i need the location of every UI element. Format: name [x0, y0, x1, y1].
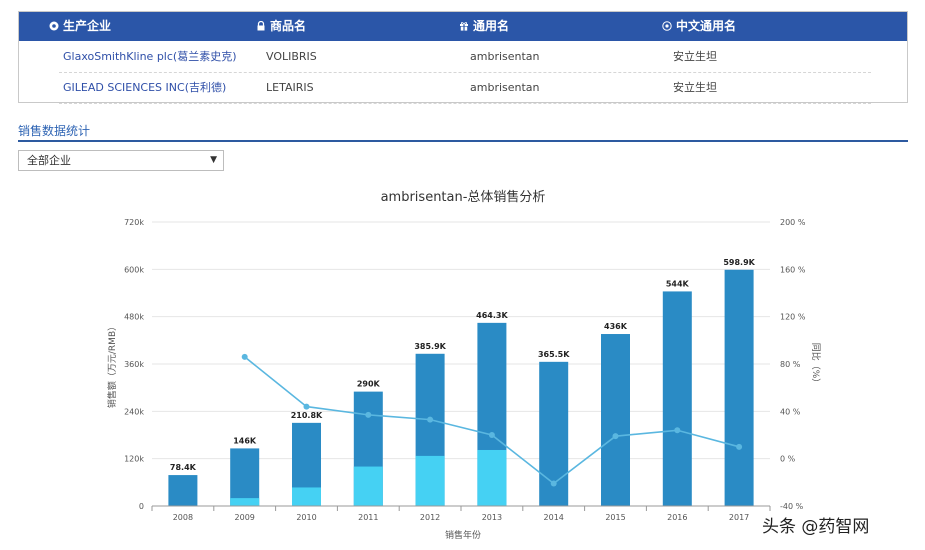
- yoy-point: [612, 433, 619, 440]
- header-generic-name: 通用名: [459, 12, 509, 41]
- bar-total: [662, 291, 692, 506]
- yoy-point: [674, 427, 681, 434]
- y2-axis-title: 同比（%）: [810, 343, 822, 388]
- y2-tick-label: 160 %: [780, 265, 806, 274]
- data-label: 210.8K: [291, 411, 323, 420]
- y2-tick-label: 40 %: [780, 407, 801, 416]
- chinese-name-cell: 安立生坦: [673, 81, 717, 94]
- bar-segment: [477, 449, 507, 506]
- table-row: GILEAD SCIENCES INC(吉利德) LETAIRIS ambris…: [59, 72, 871, 104]
- gear-icon: [49, 21, 59, 31]
- x-tick-label: 2015: [605, 513, 625, 522]
- x-tick-label: 2014: [544, 513, 564, 522]
- watermark: 头条 @药智网: [762, 517, 870, 537]
- bar-total: [168, 475, 198, 506]
- trade-name-cell: LETAIRIS: [266, 81, 314, 94]
- y2-tick-label: 80 %: [780, 360, 801, 369]
- bar-segment: [415, 455, 445, 506]
- yoy-point: [241, 353, 248, 360]
- company-select[interactable]: 全部企业 ▼: [18, 150, 224, 171]
- data-label: 78.4K: [170, 463, 197, 472]
- y-tick-label: 480k: [124, 313, 144, 322]
- x-axis-title: 销售年份: [445, 529, 481, 541]
- x-tick-label: 2009: [235, 513, 255, 522]
- x-tick-label: 2017: [729, 513, 749, 522]
- bar-total: [724, 269, 754, 506]
- y2-tick-label: 0 %: [780, 455, 796, 464]
- target-icon: [662, 21, 672, 31]
- bar-segment: [230, 498, 260, 506]
- data-label: 436K: [604, 322, 628, 331]
- gift-icon: [460, 22, 468, 31]
- x-tick-label: 2011: [358, 513, 378, 522]
- yoy-point: [736, 443, 743, 450]
- y2-tick-label: 120 %: [780, 313, 806, 322]
- y-tick-label: 720k: [124, 218, 144, 227]
- header-trade-name: 商品名: [256, 12, 306, 41]
- company-link[interactable]: GlaxoSmithKline plc(葛兰素史克): [63, 50, 237, 63]
- header-chinese-name: 中文通用名: [662, 12, 736, 41]
- company-select-value: 全部企业: [27, 154, 71, 167]
- yoy-point: [550, 480, 557, 487]
- y-tick-label: 360k: [124, 360, 144, 369]
- data-label: 365.5K: [538, 350, 570, 359]
- yoy-point: [365, 411, 372, 418]
- chevron-down-icon: ▼: [210, 155, 217, 165]
- generic-name-cell: ambrisentan: [470, 50, 540, 63]
- x-tick-label: 2012: [420, 513, 440, 522]
- lock-icon: [257, 21, 265, 31]
- chart-title: ambrisentan-总体销售分析: [381, 189, 546, 205]
- y-tick-label: 240k: [124, 407, 144, 416]
- yoy-point: [303, 403, 310, 410]
- y-tick-label: 120k: [124, 455, 144, 464]
- data-label: 544K: [666, 279, 690, 288]
- trade-name-cell: VOLIBRIS: [266, 50, 317, 63]
- section-divider: [18, 140, 908, 142]
- company-table: 生产企业 商品名 通用名 中文通用名 GlaxoSmithKline plc(葛…: [18, 11, 908, 104]
- y2-tick-label: -40 %: [780, 502, 804, 511]
- x-tick-label: 2010: [296, 513, 316, 522]
- section-title: 销售数据统计: [18, 124, 91, 138]
- yoy-point: [427, 416, 434, 423]
- bar-segment: [292, 487, 321, 506]
- yoy-point: [488, 432, 495, 438]
- data-label: 385.9K: [414, 342, 446, 351]
- data-label: 146K: [233, 436, 257, 445]
- table-header: 生产企业 商品名 通用名 中文通用名: [19, 12, 907, 41]
- y-axis-title: 销售额（万元/RMB）: [106, 322, 118, 408]
- y-tick-label: 0: [139, 502, 144, 511]
- chinese-name-cell: 安立生坦: [673, 50, 717, 63]
- bar-total: [230, 448, 260, 506]
- x-tick-label: 2016: [667, 513, 687, 522]
- data-label: 598.9K: [723, 258, 755, 267]
- table-row: GlaxoSmithKline plc(葛兰素史克) VOLIBRIS ambr…: [59, 41, 871, 73]
- x-tick-label: 2013: [482, 513, 502, 522]
- bar-segment: [353, 466, 383, 506]
- y-tick-label: 600k: [124, 265, 144, 274]
- data-label: 464.3K: [476, 311, 508, 320]
- bar-total: [601, 334, 630, 506]
- generic-name-cell: ambrisentan: [470, 81, 540, 94]
- data-label: 290K: [357, 380, 381, 389]
- header-company: 生产企业: [49, 12, 111, 41]
- company-link[interactable]: GILEAD SCIENCES INC(吉利德): [63, 81, 227, 94]
- x-tick-label: 2008: [173, 513, 193, 522]
- y2-tick-label: 200 %: [780, 218, 806, 227]
